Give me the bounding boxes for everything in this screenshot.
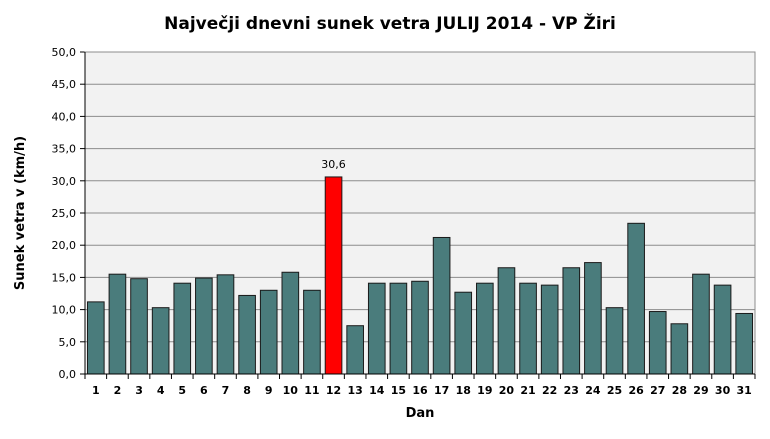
bar	[367, 282, 386, 375]
bar	[562, 267, 581, 375]
x-tick-label: 26	[628, 384, 644, 397]
x-tick-label: 29	[693, 384, 708, 397]
bar	[259, 289, 278, 375]
x-tick-label: 27	[650, 384, 665, 397]
bar	[195, 277, 213, 375]
chart-title: Največji dnevni sunek vetra JULIJ 2014 -…	[164, 12, 616, 34]
y-tick-label: 5,0	[59, 336, 77, 349]
y-tick-label: 50,0	[52, 46, 77, 59]
bar	[346, 325, 364, 375]
y-axis-title: Sunek vetra v (km/h)	[13, 136, 28, 290]
x-tick-label: 31	[737, 384, 752, 397]
x-tick-label: 5	[178, 384, 186, 397]
bar	[86, 301, 105, 375]
bar	[411, 280, 429, 375]
y-tick-label: 15,0	[52, 271, 77, 284]
bar	[627, 222, 645, 375]
x-tick-label: 12	[326, 384, 341, 397]
y-tick-label: 10,0	[52, 304, 77, 317]
x-tick-label: 10	[283, 384, 299, 397]
x-tick-label: 24	[585, 384, 601, 397]
bar	[670, 323, 689, 375]
x-tick-label: 15	[391, 384, 406, 397]
bar	[238, 294, 256, 375]
y-tick-label: 35,0	[52, 143, 77, 156]
x-tick-label: 14	[369, 384, 385, 397]
bar	[497, 267, 516, 375]
x-tick-label: 17	[434, 384, 449, 397]
x-tick-label: 3	[135, 384, 143, 397]
x-tick-label: 4	[157, 384, 165, 397]
bar	[130, 278, 148, 375]
x-axis-title: Dan	[406, 406, 435, 421]
y-tick-label: 20,0	[52, 239, 77, 252]
x-tick-label: 30	[715, 384, 731, 397]
bar	[648, 311, 667, 375]
x-tick-label: 28	[672, 384, 687, 397]
y-tick-label: 30,0	[52, 175, 77, 188]
bar	[303, 289, 321, 375]
x-tick-label: 11	[304, 384, 319, 397]
x-tick-label: 6	[200, 384, 208, 397]
bar	[605, 307, 624, 375]
x-tick-label: 25	[607, 384, 622, 397]
data-label: 30,6	[321, 158, 346, 171]
x-tick-label: 7	[222, 384, 230, 397]
bar	[216, 274, 235, 375]
x-tick-label: 20	[499, 384, 515, 397]
bar	[108, 273, 127, 375]
bar	[281, 271, 300, 375]
x-tick-label: 13	[348, 384, 363, 397]
y-tick-label: 40,0	[52, 110, 77, 123]
bar	[692, 273, 710, 375]
x-tick-label: 19	[477, 384, 492, 397]
bar	[713, 284, 732, 375]
x-tick-label: 23	[564, 384, 579, 397]
x-tick-label: 9	[265, 384, 273, 397]
x-tick-label: 8	[243, 384, 251, 397]
bar	[151, 307, 170, 375]
x-tick-label: 18	[456, 384, 471, 397]
x-tick-label: 1	[92, 384, 100, 397]
bar	[519, 282, 537, 375]
bar	[735, 312, 754, 375]
bar	[476, 282, 494, 375]
y-tick-label: 25,0	[52, 207, 77, 220]
y-tick-label: 45,0	[52, 78, 77, 91]
x-tick-label: 16	[412, 384, 428, 397]
x-tick-label: 22	[542, 384, 557, 397]
bar	[540, 284, 559, 375]
x-tick-label: 21	[520, 384, 535, 397]
bar	[389, 282, 408, 375]
y-tick-label: 0,0	[59, 368, 77, 381]
plot-area: 0,0 5,0 10,0 15,0 20,0 25,0 30,0 35,0 40,0 45,0 50…	[52, 46, 756, 397]
bar	[324, 176, 343, 375]
bar	[432, 236, 451, 375]
bar	[454, 291, 473, 375]
bar	[173, 282, 192, 375]
x-tick-label: 2	[114, 384, 122, 397]
bar	[584, 262, 602, 375]
